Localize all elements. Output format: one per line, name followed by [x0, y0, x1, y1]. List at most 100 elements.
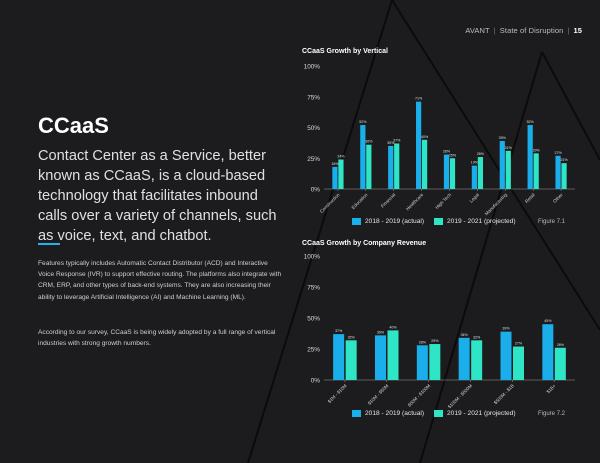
- x-tick-label: Construction: [319, 192, 341, 214]
- bar: [416, 101, 422, 189]
- data-label: 26%: [477, 152, 485, 156]
- data-label: 35%: [387, 141, 395, 145]
- bar: [499, 141, 505, 189]
- data-label: 36%: [377, 330, 385, 334]
- bar: [561, 163, 567, 189]
- accent-divider: [38, 243, 60, 245]
- data-label: 71%: [415, 97, 423, 101]
- data-label: 32%: [348, 335, 356, 339]
- data-label: 29%: [431, 339, 439, 343]
- legend-swatch-series2: [434, 218, 444, 225]
- x-tick-label: High Tech: [434, 192, 452, 210]
- data-label: 19%: [471, 161, 479, 165]
- x-tick-label: $500M - $1B: [493, 383, 515, 405]
- bar: [505, 150, 511, 189]
- data-label: 39%: [499, 136, 507, 140]
- data-label: 52%: [359, 120, 367, 124]
- y-tick-label: 0%: [311, 378, 321, 385]
- legend-swatch-series2: [434, 410, 444, 417]
- bar: [513, 346, 524, 380]
- bar: [458, 337, 470, 380]
- bar: [394, 143, 400, 189]
- header-section: State of Disruption: [499, 26, 564, 35]
- legend-swatch-series1: [352, 218, 361, 225]
- x-tick-label: $1M - $10M: [327, 383, 348, 404]
- data-label: 27%: [515, 342, 523, 346]
- data-label: 27%: [554, 151, 562, 155]
- chart-title-vertical: CCaaS Growth by Vertical: [302, 48, 388, 55]
- data-label: 45%: [544, 319, 552, 323]
- y-tick-label: 100%: [304, 64, 321, 71]
- chart-revenue: 0% 25% 50% 75% 100% 37% 32% $1M - $10M 36% 40% $10…: [304, 254, 575, 408]
- bar: [422, 139, 428, 189]
- data-label: 39%: [502, 327, 510, 331]
- y-tick-label: 50%: [307, 125, 320, 132]
- legend-item-series1: 2018 - 2019 (actual): [352, 218, 424, 225]
- page-number: 15: [573, 26, 582, 35]
- data-label: 37%: [335, 329, 343, 333]
- bar: [554, 347, 566, 380]
- data-label: 40%: [389, 325, 397, 329]
- x-tick-label: $10M - $50M: [367, 383, 390, 406]
- data-label: 34%: [461, 333, 469, 337]
- x-tick-label: $50M - $100M: [407, 383, 432, 408]
- bar: [542, 324, 554, 380]
- data-label: 18%: [331, 162, 339, 166]
- page-title: CCaaS: [38, 113, 109, 138]
- data-label: 24%: [337, 154, 345, 158]
- data-label: 28%: [443, 150, 451, 154]
- chart-legend-vertical: 2018 - 2019 (actual) 2019 - 2021 (projec…: [352, 218, 526, 225]
- bar: [375, 335, 386, 380]
- x-tick-label: Education: [351, 192, 369, 210]
- x-tick-label: Legal: [469, 192, 480, 203]
- legend-item-series2: 2019 - 2021 (projected): [434, 218, 516, 225]
- bar: [443, 154, 450, 189]
- bar: [332, 166, 338, 189]
- legend-item-series1: 2018 - 2019 (actual): [352, 410, 424, 417]
- header-doc: AVANT: [465, 26, 490, 35]
- header-separator: |: [567, 26, 570, 35]
- data-label: 31%: [505, 146, 513, 150]
- bar: [360, 125, 366, 189]
- data-label: 25%: [449, 153, 457, 157]
- y-tick-label: 100%: [304, 254, 321, 261]
- page-header: AVANT | State of Disruption | 15: [465, 26, 582, 35]
- legend-item-series2: 2019 - 2021 (projected): [434, 410, 516, 417]
- data-label: 52%: [527, 120, 535, 124]
- bar: [333, 334, 345, 380]
- bar: [429, 344, 441, 380]
- x-tick-label: Other: [552, 192, 564, 204]
- x-tick-label: Retail: [524, 192, 536, 204]
- y-tick-label: 75%: [307, 285, 320, 292]
- bar: [449, 158, 456, 189]
- y-tick-label: 75%: [307, 94, 320, 101]
- legend-label-series2: 2019 - 2021 (projected): [447, 218, 516, 225]
- bar: [471, 340, 483, 380]
- chart-title-revenue: CCaaS Growth by Company Revenue: [302, 240, 427, 247]
- chart-vertical: 0% 25% 50% 75% 100% 18% 24% Construction 52% 36% E…: [304, 64, 575, 216]
- x-tick-label: Manufacturing: [484, 192, 508, 216]
- data-label: 40%: [421, 135, 429, 139]
- bar: [388, 145, 394, 189]
- lead-paragraph: Contact Center as a Service, better know…: [38, 148, 277, 244]
- y-tick-label: 25%: [307, 156, 320, 163]
- data-label: 36%: [365, 140, 373, 144]
- header-separator: |: [493, 26, 496, 35]
- figure-label-7-1: Figure 7.1: [538, 219, 566, 225]
- body-paragraph-1: Features typically includes Automatic Co…: [38, 260, 282, 301]
- bar: [533, 153, 539, 189]
- data-label: 21%: [560, 158, 568, 162]
- x-tick-label: Healthcare: [405, 192, 425, 212]
- bar: [387, 330, 399, 380]
- legend-label-series1: 2018 - 2019 (actual): [365, 410, 425, 417]
- bar: [366, 144, 372, 189]
- data-label: 26%: [557, 343, 565, 347]
- x-tick-label: $1B+: [546, 383, 557, 394]
- bar: [338, 159, 344, 189]
- bar: [471, 165, 477, 189]
- data-label: 37%: [393, 138, 401, 142]
- legend-label-series2: 2019 - 2021 (projected): [447, 410, 516, 417]
- data-label: 32%: [473, 335, 481, 339]
- legend-swatch-series1: [352, 410, 361, 417]
- bar: [555, 155, 561, 189]
